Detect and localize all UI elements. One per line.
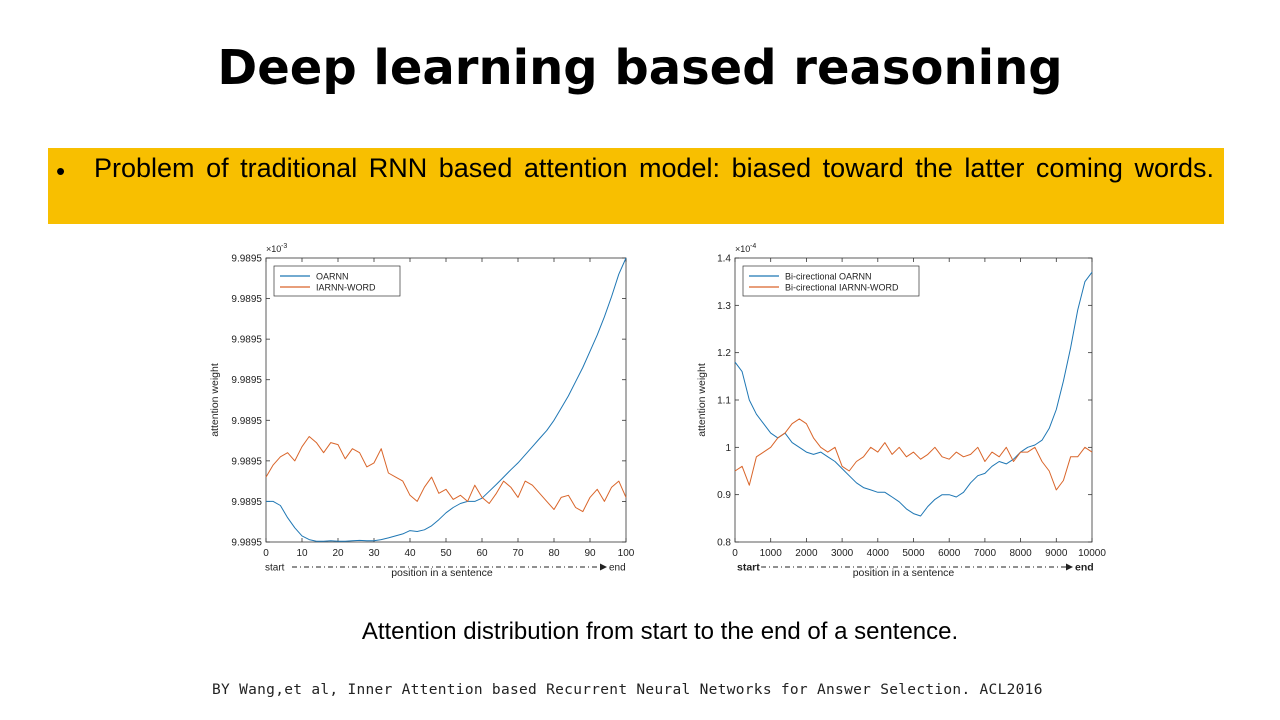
legend-label: Bi-cirectional OARNN: [785, 272, 872, 282]
y-exponent-power: -3: [281, 243, 287, 250]
x-tick-label: 100: [618, 548, 635, 559]
x-tick-label: 7000: [974, 548, 997, 559]
bullet-point: •: [56, 156, 66, 186]
y-tick-label: 9.9895: [231, 416, 262, 427]
series-line-orange: [734, 418, 1093, 491]
y-tick-label: 1.2: [717, 348, 731, 359]
x-axis-label: position in a sentence: [391, 567, 493, 579]
y-exponent-label: ×10: [266, 244, 281, 254]
x-tick-label: 10: [296, 548, 308, 559]
plot-frame: [265, 257, 627, 543]
y-tick-label: 9.9895: [231, 538, 262, 549]
reference-citation: BY Wang,et al, Inner Attention based Rec…: [212, 682, 1043, 698]
x-tick-label: 4000: [867, 548, 890, 559]
x-tick-label: 8000: [1009, 548, 1032, 559]
arrow-end-label: end: [609, 563, 626, 574]
x-tick-label: 20: [332, 548, 344, 559]
x-tick-label: 5000: [902, 548, 925, 559]
x-tick-label: 6000: [938, 548, 961, 559]
chart-oarnn: 0 10 20 30 40 50 60 70 80 90 100 9.9895 9.9895 9.9895…: [209, 243, 635, 579]
slide-title: Deep learning based reasoning: [217, 40, 1063, 96]
arrow-start-label: start: [265, 563, 285, 574]
x-tick-label: 3000: [831, 548, 854, 559]
figure-caption: Attention distribution from start to the…: [361, 618, 959, 645]
chart-bidirectional: 0 1000 2000 3000 4000 5000 6000 7000 8000 9000 100…: [696, 243, 1106, 579]
legend-label: IARNN-WORD: [316, 283, 376, 293]
x-tick-label: 50: [440, 548, 452, 559]
y-tick-label: 0.8: [717, 538, 731, 549]
x-tick-label: 30: [368, 548, 380, 559]
y-exponent-label: ×10: [735, 244, 750, 254]
x-tick-label: 0: [732, 548, 738, 559]
y-tick-label: 1.3: [717, 301, 731, 312]
series-line-blue: [266, 257, 627, 542]
direction-arrow-head: [600, 563, 607, 571]
plot-frame: [734, 257, 1093, 543]
legend-box: [273, 265, 401, 297]
y-exponent-power: -4: [750, 243, 756, 250]
series-line-blue: [734, 271, 1093, 517]
direction-arrow-head: [1066, 563, 1073, 571]
y-tick-label: 9.9895: [231, 497, 262, 508]
legend-label: OARNN: [316, 272, 349, 282]
series-line-orange: [265, 436, 627, 513]
x-axis-label: position in a sentence: [853, 567, 955, 579]
y-tick-label: 0.9: [717, 490, 731, 501]
x-tick-label: 1000: [760, 548, 783, 559]
y-tick-label: 9.9895: [231, 254, 262, 265]
y-axis-label: attention weight: [696, 363, 708, 437]
x-tick-label: 80: [548, 548, 560, 559]
y-tick-label: 1.1: [717, 396, 731, 407]
x-tick-label: 90: [584, 548, 596, 559]
highlight-banner: [48, 148, 1224, 224]
x-tick-label: 60: [476, 548, 488, 559]
y-tick-label: 9.9895: [231, 456, 262, 467]
y-tick-label: 1.4: [717, 254, 731, 265]
x-tick-label: 9000: [1045, 548, 1068, 559]
y-tick-label: 9.9895: [231, 294, 262, 305]
y-tick-label: 9.9895: [231, 375, 262, 386]
arrow-start-label: start: [737, 562, 760, 574]
x-tick-label: 70: [512, 548, 524, 559]
y-tick-label: 1: [725, 443, 731, 454]
banner-text: Problem of traditional RNN based attenti…: [94, 153, 1214, 183]
x-tick-label: 0: [263, 548, 269, 559]
y-tick-label: 9.9895: [231, 335, 262, 346]
x-tick-label: 10000: [1078, 548, 1106, 559]
y-axis-label: attention weight: [209, 363, 221, 437]
legend-box: [742, 265, 920, 297]
x-tick-label: 2000: [795, 548, 818, 559]
legend-label: Bi-cirectional IARNN-WORD: [785, 283, 899, 293]
arrow-end-label: end: [1075, 562, 1094, 574]
x-tick-label: 40: [404, 548, 416, 559]
